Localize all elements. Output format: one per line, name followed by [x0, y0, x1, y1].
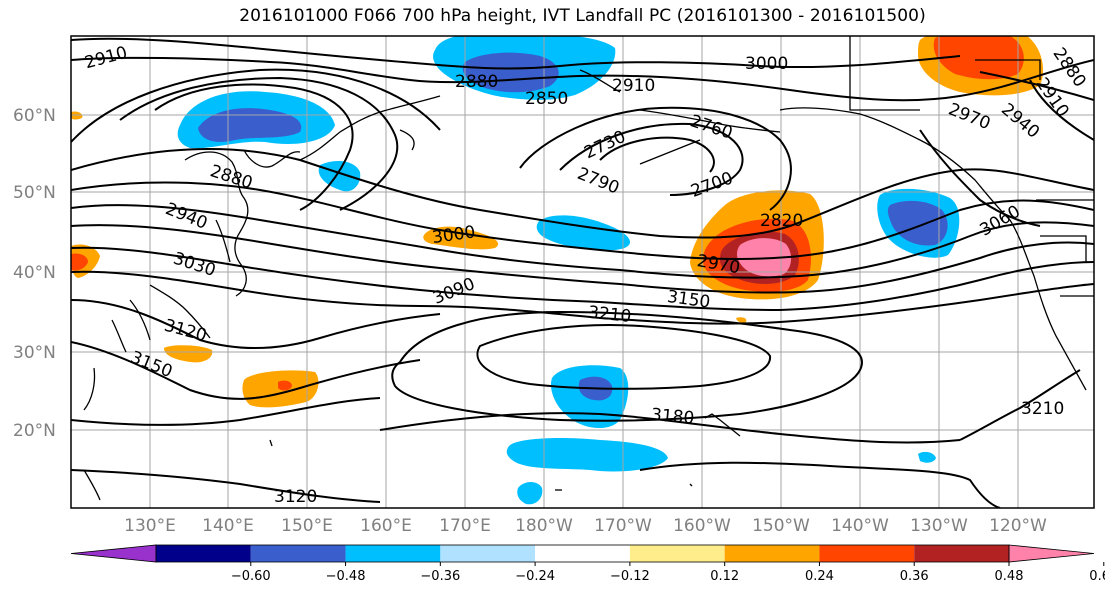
- latitude-labels: 60°N 50°N 40°N 30°N 20°N: [13, 106, 56, 441]
- ivt-positive-region: [278, 380, 292, 391]
- colorbar-segment: [345, 545, 441, 562]
- lat-label: 60°N: [13, 106, 56, 126]
- lon-label: 150°E: [281, 516, 333, 536]
- colorbar-extend-low: [70, 544, 157, 563]
- map-frame: [70, 35, 1095, 509]
- colorbar-tick-label: 0.24: [805, 569, 834, 584]
- lon-label: 160°W: [673, 516, 731, 536]
- lat-label: 20°N: [13, 421, 56, 441]
- contour-label: 3210: [587, 303, 632, 327]
- colorbar-segment: [535, 545, 630, 562]
- colorbar-segment: [724, 545, 820, 562]
- contour-label: 2910: [612, 76, 655, 96]
- ivt-negative-region: [506, 437, 668, 472]
- ivt-negative-region: [198, 108, 302, 142]
- ivt-positive-region: [71, 253, 88, 271]
- ivt-negative-region: [887, 200, 948, 246]
- colorbar-tick-label: 0.60: [1089, 569, 1105, 584]
- colorbar-segment: [819, 545, 915, 562]
- ivt-positive-region: [164, 345, 213, 363]
- colorbar-tick-label: −0.36: [420, 569, 460, 584]
- ivt-negative-region: [918, 451, 936, 463]
- colorbar: −0.60 −0.48 −0.36 −0.24 −0.12 0.12 0.24 0.36 0.4…: [70, 544, 1105, 584]
- map-panel: 2910 2880 2850 2910 3000 2880 2910 2940 …: [70, 35, 1095, 509]
- lon-label: 170°E: [439, 516, 491, 536]
- colorbar-tick-label: −0.48: [326, 569, 366, 584]
- colorbar-segment: [156, 545, 251, 562]
- colorbar-tick-label: −0.60: [231, 569, 271, 584]
- ivt-positive-region: [736, 238, 792, 277]
- colorbar-extend-high: [1008, 544, 1095, 563]
- colorbar-tick-label: 0.48: [995, 569, 1024, 584]
- contour-label: 2850: [525, 89, 568, 109]
- lon-label: 180°W: [515, 516, 573, 536]
- lat-label: 30°N: [13, 343, 56, 363]
- ivt-positive-region: [736, 317, 747, 323]
- colorbar-frame: [155, 544, 1010, 563]
- lon-label: 160°E: [360, 516, 412, 536]
- colorbar-tick-label: −0.24: [515, 569, 555, 584]
- height-contours: [71, 37, 1094, 508]
- ivt-shading: [71, 36, 1044, 505]
- colorbar-tick-label: −0.12: [610, 569, 650, 584]
- longitude-labels: 130°E 140°E 150°E 160°E 170°E 180°W 170°…: [124, 516, 1047, 536]
- graticule: [71, 36, 1094, 508]
- contour-label: 3120: [274, 487, 317, 507]
- ivt-positive-region: [423, 226, 499, 250]
- ivt-negative-region: [536, 215, 630, 251]
- ivt-negative-region: [462, 52, 559, 93]
- ivt-negative-region: [517, 482, 543, 505]
- colorbar-segment: [250, 545, 346, 562]
- contour-label: 2880: [455, 72, 498, 92]
- contour-label: 3180: [650, 405, 695, 429]
- lon-label: 120°W: [989, 516, 1047, 536]
- lon-label: 130°E: [124, 516, 176, 536]
- lat-label: 50°N: [13, 183, 56, 203]
- map-title: 2016101000 F066 700 hPa height, IVT Land…: [239, 6, 926, 26]
- contour-labels: 2910 2880 2850 2910 3000 2880 2910 2940 …: [83, 43, 1090, 507]
- ivt-positive-region: [933, 36, 1024, 80]
- lon-label: 130°W: [910, 516, 968, 536]
- lon-label: 150°W: [752, 516, 810, 536]
- colorbar-segment: [914, 545, 1009, 562]
- lon-label: 140°W: [831, 516, 889, 536]
- colorbar-segment: [440, 545, 536, 562]
- contour-label: 3000: [745, 54, 788, 74]
- lat-label: 40°N: [13, 263, 56, 283]
- colorbar-tick-label: 0.36: [900, 569, 929, 584]
- lon-label: 170°W: [594, 516, 652, 536]
- lon-label: 140°E: [202, 516, 254, 536]
- contour-label: 2820: [760, 211, 803, 231]
- colorbar-segment: [629, 545, 725, 562]
- colorbar-tick-label: 0.12: [710, 569, 739, 584]
- contour-label: 3210: [1021, 399, 1064, 419]
